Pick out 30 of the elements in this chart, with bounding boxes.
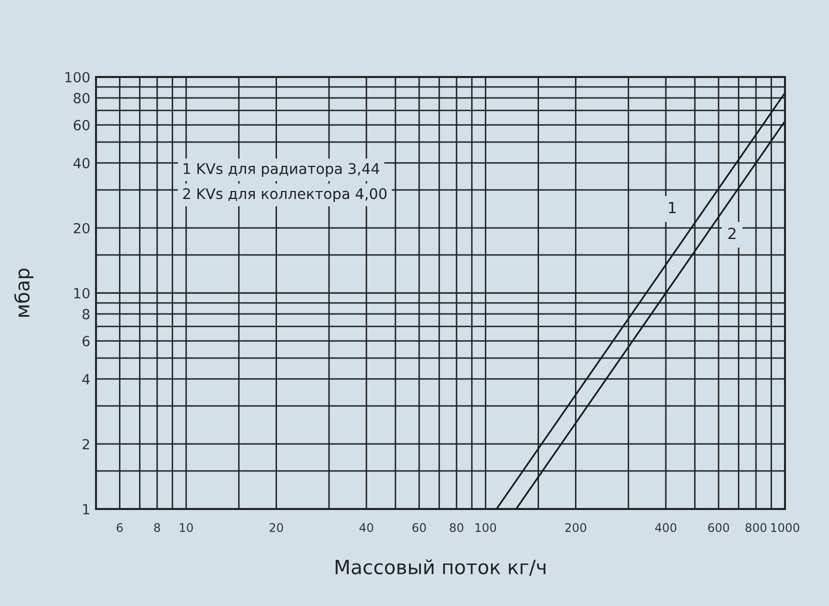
x-tick-label: 60 (412, 523, 426, 532)
x-tick-label: 600 (708, 523, 730, 532)
y-tick-label: 60 (74, 120, 90, 130)
y-tick-label: 6 (82, 336, 90, 346)
x-tick-label: 6 (116, 523, 123, 532)
y-tick-label: 40 (73, 158, 90, 168)
x-tick-label: 20 (270, 523, 284, 532)
annotation: 1 (669, 202, 676, 214)
y-tick-label: 10 (74, 288, 90, 298)
y-tick-label: 4 (82, 374, 90, 384)
x-tick-label: 100 (476, 523, 496, 532)
y-tick-label: 80 (74, 92, 90, 104)
x-tick-label: 80 (450, 523, 464, 532)
x-axis-title: Массовый поток кг/ч (336, 559, 546, 576)
annotation: 2 KVs для коллектора 4,00 (183, 188, 387, 202)
x-tick-label: 8 (154, 523, 160, 532)
x-tick-label: 200 (565, 523, 586, 532)
y-tick-label: 8 (82, 308, 90, 320)
x-tick-label: 1000 (771, 523, 800, 532)
x-tick-label: 40 (359, 523, 374, 532)
y-tick-label: 20 (74, 222, 90, 234)
y-tick-label: 1 (83, 504, 90, 514)
y-tick-label: 100 (65, 72, 90, 82)
x-tick-label: 400 (655, 523, 676, 532)
x-tick-label: 10 (180, 523, 193, 532)
y-axis-title: мбар (14, 268, 34, 317)
annotation: 2 (728, 228, 736, 239)
annotation: 1 KVs для радиатора 3,44 (184, 163, 380, 177)
x-tick-label: 800 (746, 523, 766, 532)
y-tick-label: 2 (82, 438, 90, 450)
